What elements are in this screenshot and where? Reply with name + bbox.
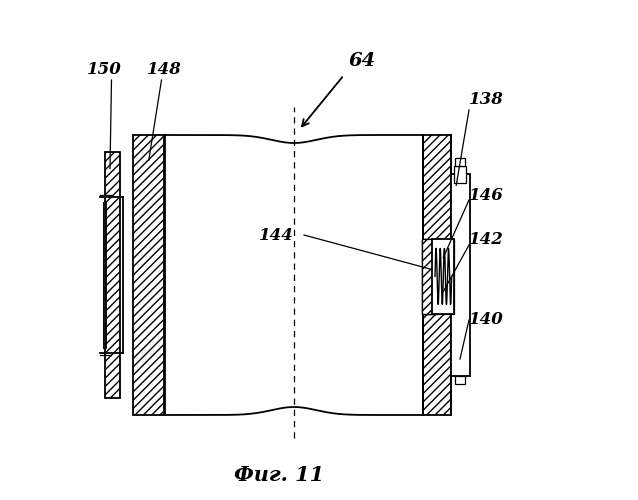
Bar [454,166,466,182]
Bar [433,238,454,314]
Bar [422,238,437,314]
Bar [431,238,454,314]
Text: 142: 142 [469,232,504,248]
Bar [422,238,434,314]
Text: 140: 140 [469,312,504,328]
Text: 144: 144 [259,226,294,244]
Bar [450,174,470,376]
Bar [133,135,165,415]
Bar [105,152,120,398]
Text: 138: 138 [469,92,504,108]
Text: 64: 64 [349,52,376,70]
Bar [422,238,434,314]
Text: Фиг. 11: Фиг. 11 [234,465,324,485]
Text: 146: 146 [469,186,504,204]
Bar [164,135,424,415]
Bar [423,135,450,415]
Text: 148: 148 [147,62,181,78]
Bar [456,158,464,166]
Bar [456,376,464,384]
Text: 150: 150 [87,62,121,78]
